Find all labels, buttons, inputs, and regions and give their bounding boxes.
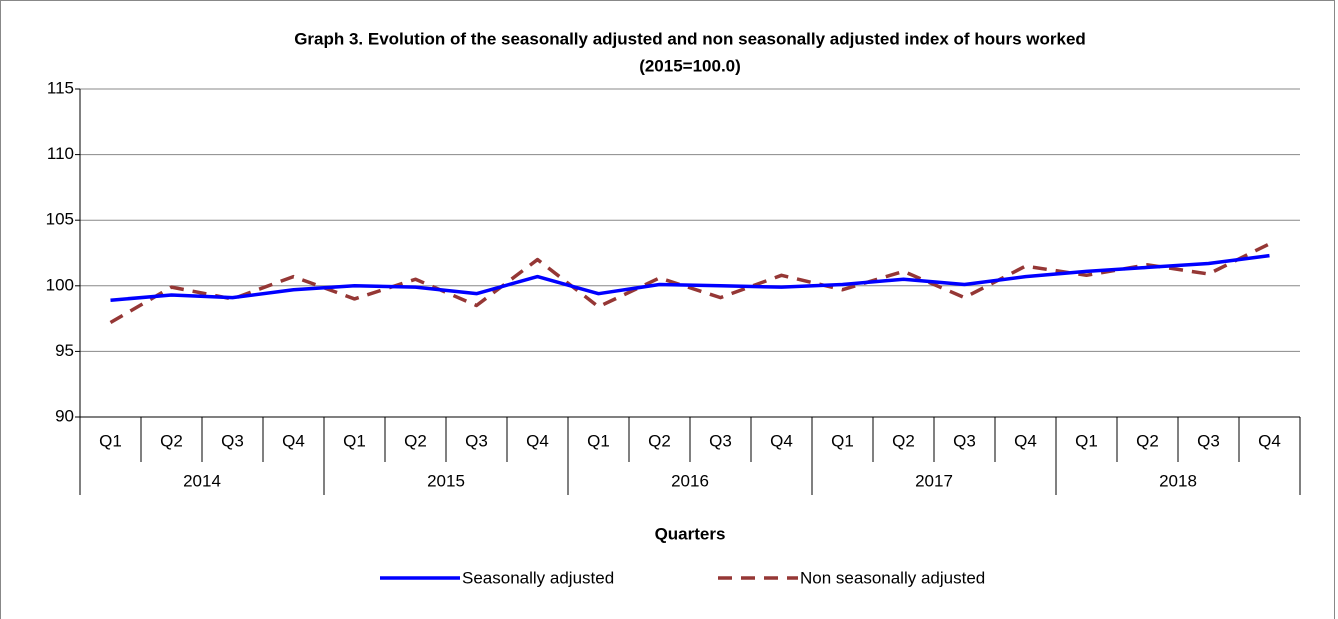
x-tick-label: Q2 — [160, 431, 183, 450]
x-tick-label: Q3 — [953, 431, 976, 450]
y-tick-label: 90 — [55, 406, 74, 425]
legend-label: Seasonally adjusted — [462, 568, 614, 587]
x-tick-label: Q4 — [1258, 431, 1281, 450]
x-tick-label: Q2 — [648, 431, 671, 450]
x-tick-label: Q4 — [1014, 431, 1037, 450]
x-tick-label: Q1 — [587, 431, 610, 450]
x-tick-label: Q4 — [526, 431, 549, 450]
chart-subtitle: (2015=100.0) — [639, 56, 741, 75]
y-tick-label: 110 — [47, 144, 74, 163]
y-tick-label: 105 — [46, 210, 74, 229]
group-label: 2017 — [915, 471, 953, 490]
x-tick-label: Q3 — [709, 431, 732, 450]
x-axis-label: Quarters — [655, 524, 726, 543]
y-tick-label: 100 — [46, 275, 74, 294]
series-line — [109, 242, 1271, 325]
group-label: 2015 — [427, 471, 465, 490]
legend-label: Non seasonally adjusted — [800, 568, 985, 587]
x-tick-label: Q2 — [1136, 431, 1159, 450]
x-tick-label: Q3 — [221, 431, 244, 450]
x-tick-label: Q3 — [465, 431, 488, 450]
group-label: 2016 — [671, 471, 709, 490]
x-tick-label: Q3 — [1197, 431, 1220, 450]
x-tick-label: Q4 — [770, 431, 793, 450]
series-line — [110, 253, 1270, 302]
x-tick-label: Q2 — [404, 431, 427, 450]
x-tick-label: Q4 — [282, 431, 305, 450]
chart-title: Graph 3. Evolution of the seasonally adj… — [294, 29, 1086, 48]
group-label: 2018 — [1159, 471, 1197, 490]
y-tick-label: 95 — [55, 341, 74, 360]
x-tick-label: Q1 — [343, 431, 366, 450]
x-tick-label: Q1 — [99, 431, 122, 450]
y-tick-label: 115 — [47, 78, 74, 97]
x-tick-label: Q2 — [892, 431, 915, 450]
x-tick-label: Q1 — [1075, 431, 1098, 450]
x-tick-label: Q1 — [831, 431, 854, 450]
group-label: 2014 — [183, 471, 221, 490]
